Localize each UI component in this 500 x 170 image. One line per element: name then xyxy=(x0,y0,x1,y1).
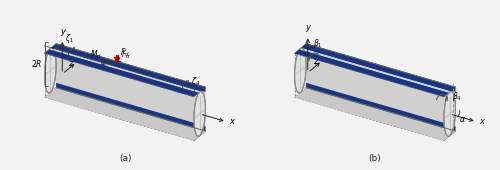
Polygon shape xyxy=(44,44,205,97)
Polygon shape xyxy=(44,88,205,141)
Text: $\zeta_1$: $\zeta_1$ xyxy=(66,32,74,45)
Polygon shape xyxy=(194,91,205,136)
Text: $L$: $L$ xyxy=(116,53,122,64)
Polygon shape xyxy=(302,44,456,91)
Polygon shape xyxy=(52,44,206,91)
Polygon shape xyxy=(451,87,456,135)
Text: $F_d$: $F_d$ xyxy=(120,48,130,61)
Polygon shape xyxy=(294,49,448,97)
Text: $\beta_4$: $\beta_4$ xyxy=(452,90,462,103)
Text: $2R$: $2R$ xyxy=(31,58,42,69)
Text: $z$: $z$ xyxy=(68,59,74,68)
Text: $\alpha$: $\alpha$ xyxy=(458,115,466,124)
Polygon shape xyxy=(306,44,456,92)
Text: $F_d$: $F_d$ xyxy=(120,47,130,59)
Polygon shape xyxy=(56,44,206,131)
Polygon shape xyxy=(294,48,306,93)
Text: $\zeta_4$: $\zeta_4$ xyxy=(192,75,200,88)
Polygon shape xyxy=(201,87,205,135)
Polygon shape xyxy=(302,44,306,92)
Polygon shape xyxy=(302,44,456,91)
Polygon shape xyxy=(56,83,206,131)
Polygon shape xyxy=(52,44,56,92)
Polygon shape xyxy=(306,83,456,131)
Polygon shape xyxy=(56,44,206,92)
Text: $x$: $x$ xyxy=(229,117,236,126)
Polygon shape xyxy=(44,49,49,97)
Polygon shape xyxy=(44,49,199,97)
Polygon shape xyxy=(294,49,299,97)
Text: $y$: $y$ xyxy=(306,23,312,34)
Polygon shape xyxy=(194,93,198,141)
Text: $x$: $x$ xyxy=(479,117,486,126)
Text: (a): (a) xyxy=(119,154,131,163)
Polygon shape xyxy=(294,49,448,97)
Polygon shape xyxy=(44,49,199,97)
Text: $\beta_1$: $\beta_1$ xyxy=(313,37,322,50)
Polygon shape xyxy=(52,44,206,91)
Text: $M_d$: $M_d$ xyxy=(90,48,102,61)
Polygon shape xyxy=(294,88,456,141)
Polygon shape xyxy=(44,48,56,93)
Polygon shape xyxy=(444,93,448,141)
Polygon shape xyxy=(444,91,456,136)
Polygon shape xyxy=(306,44,456,131)
Text: (b): (b) xyxy=(368,154,382,163)
Text: $y$: $y$ xyxy=(60,27,67,38)
Text: $z$: $z$ xyxy=(314,57,320,66)
Polygon shape xyxy=(294,44,456,97)
